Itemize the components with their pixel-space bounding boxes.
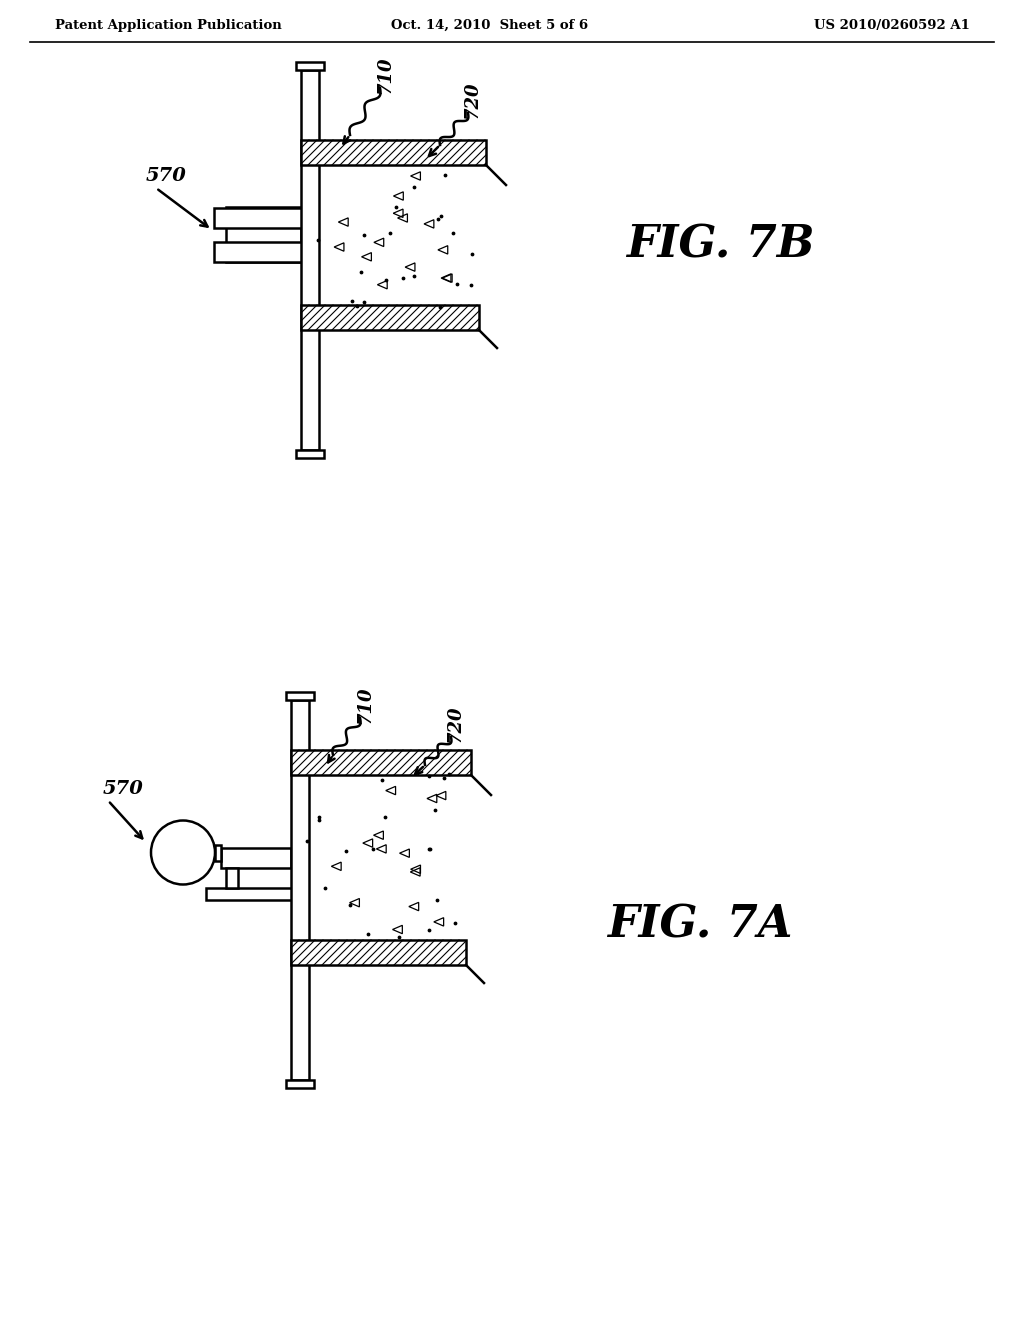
Text: 720: 720 (463, 82, 481, 119)
Point (436, 164, 453, 185)
Bar (301, 140, 486, 165)
Point (387, 197, 403, 218)
Point (427, 800, 443, 821)
Point (377, 807, 393, 828)
Bar (286, 692, 314, 700)
Bar (226, 207, 301, 261)
Text: 710: 710 (356, 686, 374, 723)
Point (374, 770, 390, 791)
Point (463, 275, 479, 296)
Bar (296, 450, 324, 458)
Bar (221, 847, 291, 867)
Point (349, 296, 366, 317)
Bar (301, 70, 319, 450)
Point (433, 206, 450, 227)
Point (449, 273, 465, 294)
Text: Patent Application Publication: Patent Application Publication (55, 18, 282, 32)
Point (446, 912, 463, 933)
Bar (296, 62, 324, 70)
Point (378, 269, 394, 290)
Point (311, 809, 328, 830)
Bar (214, 209, 304, 228)
Point (365, 838, 381, 859)
Point (316, 878, 333, 899)
Bar (206, 887, 306, 899)
Point (299, 830, 315, 851)
Point (421, 838, 437, 859)
Point (382, 222, 398, 243)
Point (464, 243, 480, 264)
Point (310, 807, 327, 828)
Point (429, 209, 445, 230)
Bar (291, 750, 471, 775)
Point (435, 767, 452, 788)
Point (344, 290, 360, 312)
Point (407, 265, 423, 286)
Bar (301, 305, 479, 330)
Point (342, 894, 358, 915)
Bar (286, 1080, 314, 1088)
Text: 570: 570 (146, 168, 186, 185)
Text: Oct. 14, 2010  Sheet 5 of 6: Oct. 14, 2010 Sheet 5 of 6 (391, 18, 589, 32)
Point (428, 890, 444, 911)
Text: US 2010/0260592 A1: US 2010/0260592 A1 (814, 18, 970, 32)
Point (352, 261, 369, 282)
Point (360, 923, 377, 944)
Point (338, 841, 354, 862)
Point (406, 177, 422, 198)
Bar (226, 867, 238, 887)
Text: FIG. 7B: FIG. 7B (626, 223, 814, 267)
Point (422, 838, 438, 859)
Text: 720: 720 (446, 705, 464, 743)
Point (432, 297, 449, 318)
Point (421, 919, 437, 940)
Point (356, 224, 373, 246)
Point (440, 763, 457, 784)
Bar (215, 845, 221, 861)
Bar (291, 700, 309, 1080)
Point (444, 222, 461, 243)
Point (395, 268, 412, 289)
Point (391, 927, 408, 948)
Bar (214, 242, 304, 261)
Text: FIG. 7A: FIG. 7A (607, 903, 793, 946)
Bar (291, 940, 466, 965)
Text: 570: 570 (103, 780, 144, 797)
Point (355, 292, 372, 313)
Text: 710: 710 (376, 57, 394, 94)
Point (310, 230, 327, 251)
Point (421, 766, 437, 787)
